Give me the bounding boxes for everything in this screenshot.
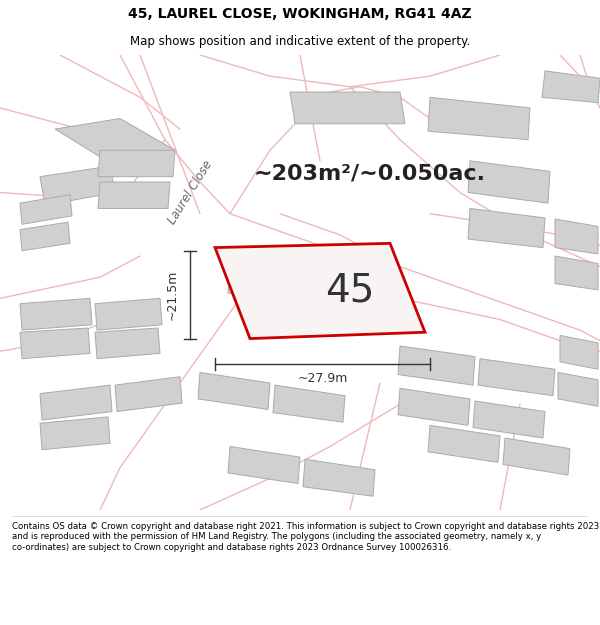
- Polygon shape: [560, 336, 598, 369]
- Text: ~21.5m: ~21.5m: [166, 269, 179, 320]
- Polygon shape: [228, 267, 310, 304]
- Polygon shape: [555, 219, 598, 254]
- Polygon shape: [478, 359, 555, 396]
- Polygon shape: [555, 256, 598, 290]
- Polygon shape: [115, 377, 182, 412]
- Polygon shape: [542, 71, 600, 102]
- Polygon shape: [473, 401, 545, 438]
- Polygon shape: [95, 298, 162, 330]
- Text: 45, LAUREL CLOSE, WOKINGHAM, RG41 4AZ: 45, LAUREL CLOSE, WOKINGHAM, RG41 4AZ: [128, 7, 472, 21]
- Polygon shape: [313, 282, 390, 318]
- Polygon shape: [215, 243, 425, 339]
- Text: 45: 45: [325, 271, 374, 309]
- Polygon shape: [428, 98, 530, 139]
- Polygon shape: [40, 417, 110, 449]
- Text: Contains OS data © Crown copyright and database right 2021. This information is : Contains OS data © Crown copyright and d…: [12, 522, 599, 552]
- Polygon shape: [228, 446, 300, 484]
- Polygon shape: [398, 346, 475, 385]
- Polygon shape: [95, 328, 160, 359]
- Polygon shape: [273, 385, 345, 422]
- Polygon shape: [303, 459, 375, 496]
- Polygon shape: [503, 438, 570, 475]
- Polygon shape: [40, 385, 112, 420]
- Polygon shape: [468, 161, 550, 203]
- Polygon shape: [428, 426, 500, 462]
- Polygon shape: [98, 182, 170, 208]
- Text: ~27.9m: ~27.9m: [298, 372, 347, 385]
- Text: Laurel Close: Laurel Close: [165, 158, 215, 227]
- Polygon shape: [20, 298, 92, 330]
- Polygon shape: [20, 328, 90, 359]
- Polygon shape: [20, 194, 72, 224]
- Polygon shape: [55, 119, 175, 166]
- Polygon shape: [468, 208, 545, 248]
- Text: Map shows position and indicative extent of the property.: Map shows position and indicative extent…: [130, 35, 470, 48]
- Polygon shape: [198, 372, 270, 409]
- Text: ~203m²/~0.050ac.: ~203m²/~0.050ac.: [254, 164, 486, 184]
- Polygon shape: [20, 222, 70, 251]
- Polygon shape: [558, 372, 598, 406]
- Polygon shape: [398, 388, 470, 426]
- Polygon shape: [98, 150, 175, 177]
- Polygon shape: [40, 166, 115, 205]
- Polygon shape: [290, 92, 405, 124]
